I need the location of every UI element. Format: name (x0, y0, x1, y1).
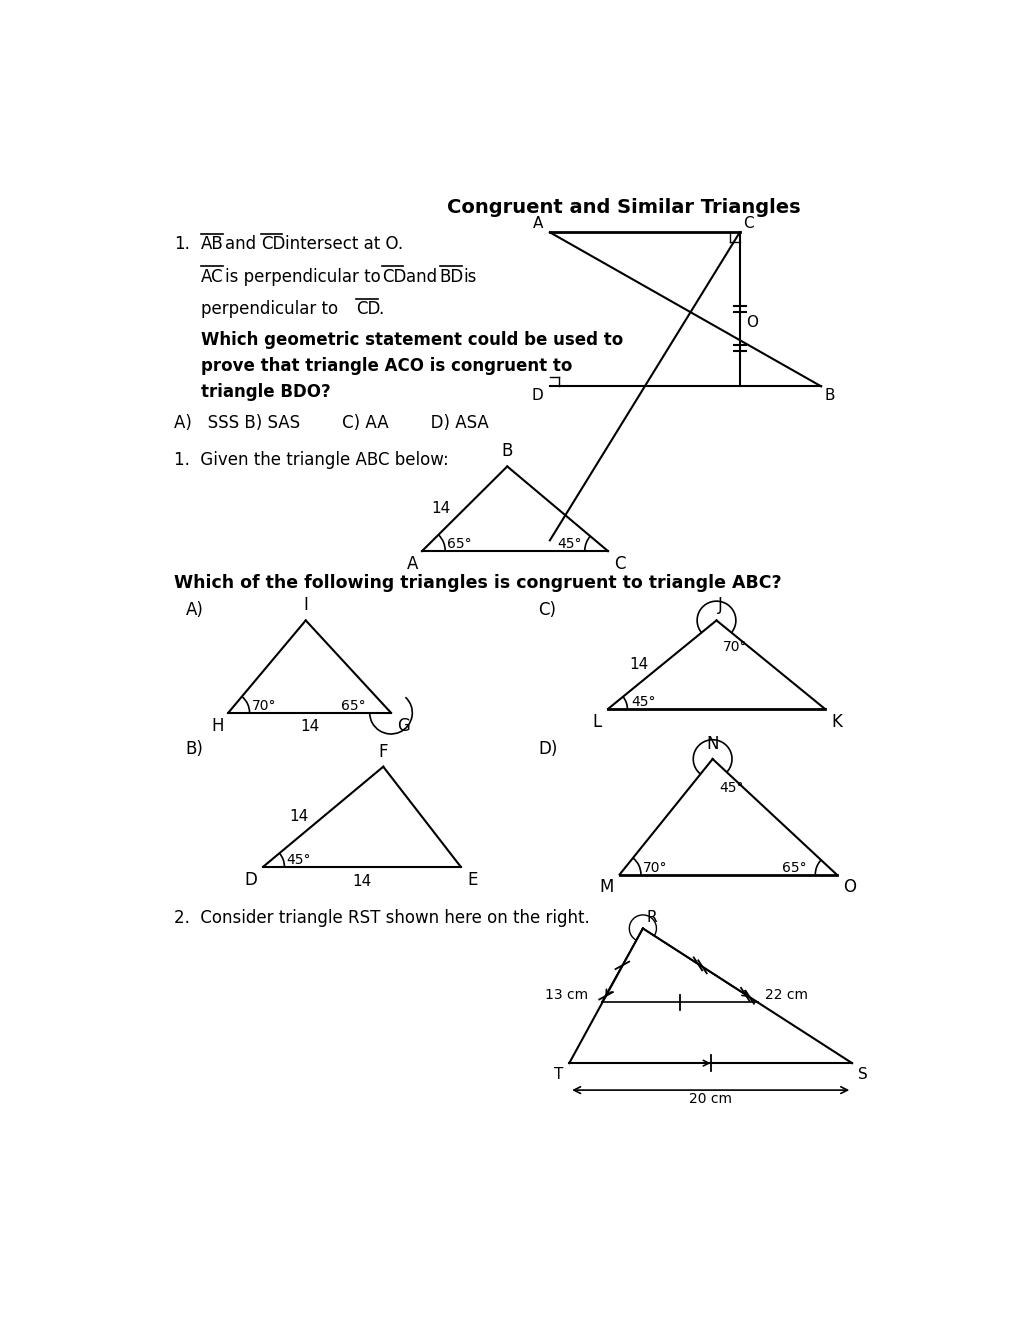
Text: triangle BDO?: triangle BDO? (201, 383, 330, 401)
Text: .: . (378, 300, 383, 318)
Text: intersect at O.: intersect at O. (284, 235, 403, 253)
Text: J: J (717, 597, 722, 614)
Text: 13 cm: 13 cm (545, 989, 588, 1002)
Text: 14: 14 (300, 719, 319, 734)
Text: N: N (706, 735, 718, 752)
Text: 14: 14 (431, 502, 450, 516)
Text: Congruent and Similar Triangles: Congruent and Similar Triangles (446, 198, 800, 218)
Text: CD: CD (381, 268, 406, 285)
Text: O: O (842, 878, 855, 896)
Text: R: R (646, 909, 656, 924)
Text: T: T (553, 1067, 562, 1082)
Text: H: H (212, 717, 224, 735)
Text: 70°: 70° (722, 640, 747, 653)
Text: 14: 14 (352, 875, 371, 890)
Text: 45°: 45° (631, 696, 655, 709)
Text: B): B) (185, 739, 204, 758)
Text: 65°: 65° (782, 861, 806, 875)
Text: B: B (501, 442, 513, 461)
Text: E: E (467, 871, 477, 888)
Text: CD: CD (356, 300, 380, 318)
Text: is perpendicular to: is perpendicular to (225, 268, 380, 285)
Text: S: S (857, 1067, 867, 1082)
Text: Which of the following triangles is congruent to triangle ABC?: Which of the following triangles is cong… (174, 574, 781, 593)
Text: I: I (303, 597, 308, 614)
Text: O: O (745, 315, 757, 330)
Text: F: F (378, 743, 387, 760)
Text: and: and (225, 235, 256, 253)
Text: A): A) (185, 601, 204, 619)
Text: 65°: 65° (446, 537, 471, 552)
Text: B: B (824, 388, 835, 403)
Text: is: is (464, 268, 477, 285)
Text: 1.: 1. (174, 235, 190, 253)
Text: Which geometric statement could be used to: Which geometric statement could be used … (201, 331, 623, 348)
Text: CD: CD (261, 235, 285, 253)
Text: G: G (396, 717, 410, 735)
Text: BD: BD (439, 268, 464, 285)
Text: AB: AB (201, 235, 223, 253)
Text: C): C) (538, 601, 555, 619)
Text: C: C (613, 554, 625, 573)
Text: A)   SSS B) SAS        C) AA        D) ASA: A) SSS B) SAS C) AA D) ASA (174, 414, 488, 432)
Text: 45°: 45° (718, 780, 743, 795)
Text: perpendicular to: perpendicular to (201, 300, 338, 318)
Text: A: A (533, 215, 543, 231)
Text: prove that triangle ACO is congruent to: prove that triangle ACO is congruent to (201, 358, 572, 375)
Text: 1.  Given the triangle ABC below:: 1. Given the triangle ABC below: (174, 451, 448, 469)
Text: A: A (407, 554, 418, 573)
Text: M: M (598, 878, 612, 896)
Text: K: K (830, 713, 842, 731)
Text: AC: AC (201, 268, 223, 285)
Text: 45°: 45° (557, 537, 582, 552)
Text: 70°: 70° (642, 861, 666, 875)
Text: D: D (531, 388, 543, 403)
Text: 20 cm: 20 cm (688, 1092, 731, 1106)
Text: 22 cm: 22 cm (764, 989, 807, 1002)
Text: 14: 14 (289, 809, 309, 824)
Text: 70°: 70° (252, 700, 276, 713)
Text: C: C (743, 215, 753, 231)
Text: 65°: 65° (340, 700, 365, 713)
Text: 2.  Consider triangle RST shown here on the right.: 2. Consider triangle RST shown here on t… (174, 909, 589, 927)
Text: 14: 14 (629, 657, 648, 672)
Text: 45°: 45° (286, 853, 311, 867)
Text: L: L (592, 713, 601, 731)
Text: D): D) (538, 739, 557, 758)
Text: and: and (406, 268, 436, 285)
Text: D: D (244, 871, 257, 888)
